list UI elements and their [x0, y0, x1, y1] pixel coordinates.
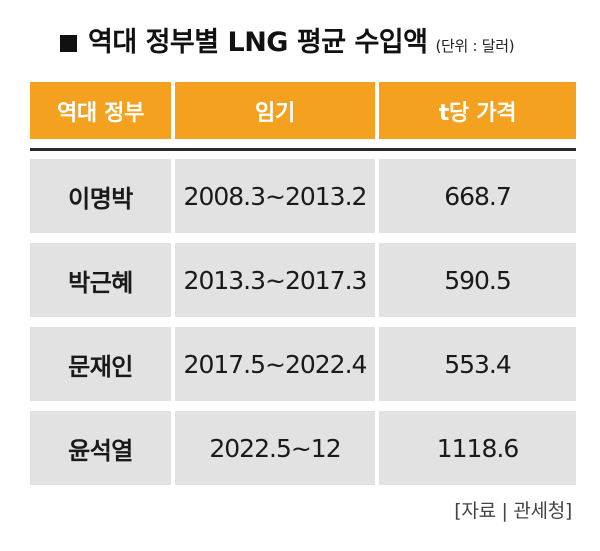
- header-government: 역대 정부: [30, 82, 171, 139]
- cell-term: 2008.3~2013.2: [175, 159, 375, 233]
- cell-government: 이명박: [30, 159, 171, 233]
- cell-price: 553.4: [379, 327, 576, 401]
- header-price: t당 가격: [379, 82, 576, 139]
- cell-term: 2022.5~12: [175, 411, 375, 485]
- square-bullet-icon: [60, 35, 77, 52]
- cell-term: 2013.3~2017.3: [175, 243, 375, 317]
- cell-price: 668.7: [379, 159, 576, 233]
- table-row: 문재인 2017.5~2022.4 553.4: [30, 327, 576, 401]
- cell-price: 590.5: [379, 243, 576, 317]
- lng-price-table: 역대 정부 임기 t당 가격 이명박 2008.3~2013.2 668.7 박…: [30, 82, 576, 485]
- cell-government: 박근혜: [30, 243, 171, 317]
- header-divider: [30, 148, 576, 151]
- page-title: 역대 정부별 LNG 평균 수입액 (단위 : 달러): [60, 20, 515, 64]
- cell-government: 문재인: [30, 327, 171, 401]
- table-header-row: 역대 정부 임기 t당 가격: [30, 82, 576, 139]
- cell-price: 1118.6: [379, 411, 576, 485]
- cell-term: 2017.5~2022.4: [175, 327, 375, 401]
- title-unit: (단위 : 달러): [435, 37, 515, 55]
- cell-government: 윤석열: [30, 411, 171, 485]
- source-credit: [자료 | 관세청]: [454, 500, 572, 522]
- table-row: 이명박 2008.3~2013.2 668.7: [30, 159, 576, 233]
- title-text: 역대 정부별 LNG 평균 수입액: [88, 27, 428, 58]
- table-row: 박근혜 2013.3~2017.3 590.5: [30, 243, 576, 317]
- header-term: 임기: [175, 82, 375, 139]
- table-row: 윤석열 2022.5~12 1118.6: [30, 411, 576, 485]
